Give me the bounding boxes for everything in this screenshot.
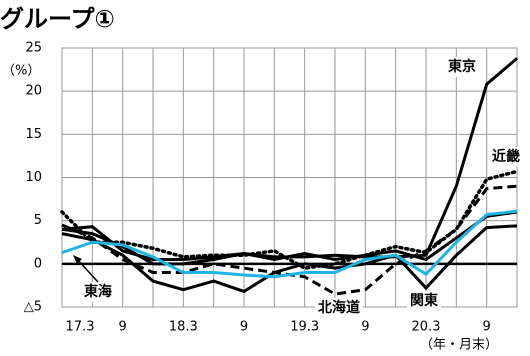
y-tick-label: 20 [25,84,42,99]
x-tick-label: 19.3 [290,320,319,335]
annotation-arrowhead [73,255,82,264]
y-tick-label: 0 [34,256,42,271]
y-tick-label: △5 [24,300,42,315]
annotation-arrow [75,257,99,283]
x-tick-label: 18.3 [169,320,198,335]
series-line [61,57,518,262]
y-axis-label: （%） [2,64,40,79]
x-tick-label: 9 [240,320,248,335]
y-tick-label: 5 [34,213,42,228]
y-tick-label: 25 [25,41,42,56]
annotation-bg [489,147,523,167]
x-tick-label: 9 [483,320,491,335]
annotation-bg [407,291,441,311]
annotation-bg [315,298,363,318]
series-annotation: 東京 [448,58,476,75]
x-tick-label: 9 [361,320,369,335]
series-annotation: 北海道 [318,299,360,316]
series-annotation: 近畿 [492,148,520,165]
series-line [61,209,518,279]
y-tick-label: 15 [25,127,42,142]
series-line [61,224,518,294]
series-annotation: 関東 [410,292,438,309]
series-line [61,210,518,266]
y-tick-label: 10 [25,170,42,185]
chart-title: グループ① [0,5,115,33]
annotation-bg [445,57,479,77]
x-tick-label: 20.3 [412,320,441,335]
x-tick-label: 17.3 [66,320,95,335]
x-tick-label: 9 [119,320,127,335]
series-annotation: 東海 [84,283,112,300]
annotation-bg [81,282,115,302]
x-axis-label: （年・月末） [420,338,498,353]
